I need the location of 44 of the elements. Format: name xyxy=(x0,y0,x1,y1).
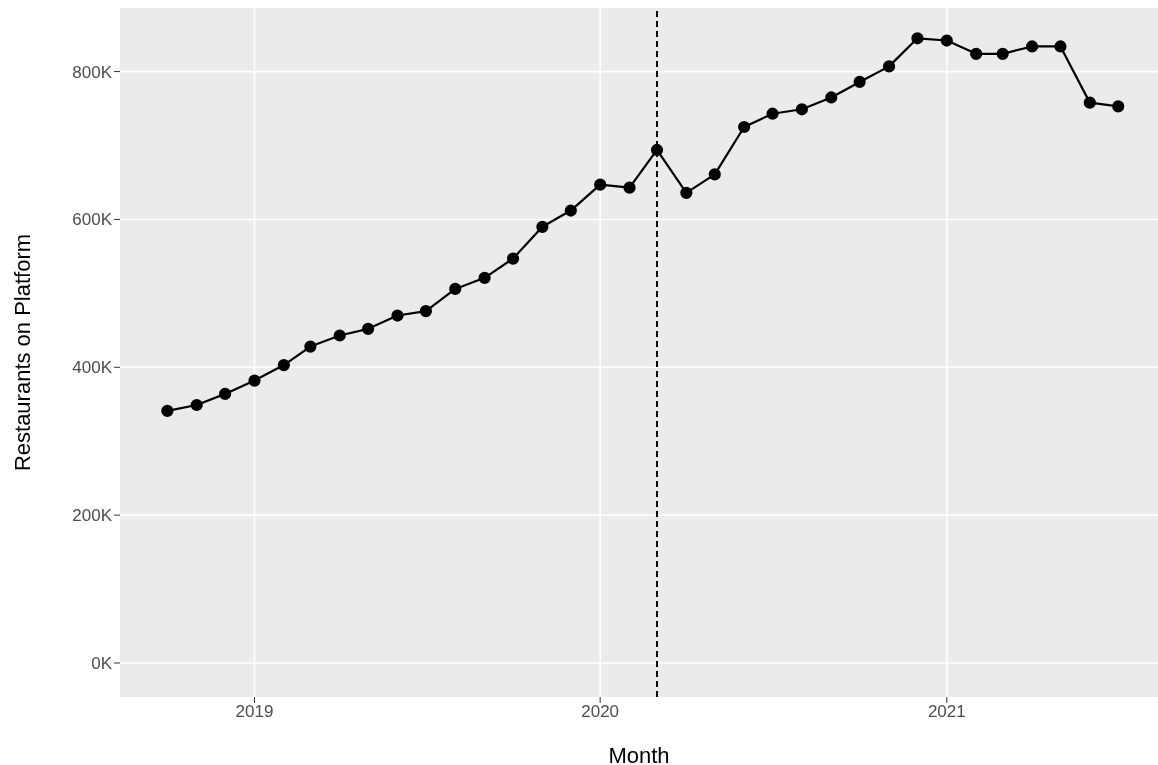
point xyxy=(304,340,317,353)
point xyxy=(219,387,232,400)
x-tick-label: 2021 xyxy=(927,702,966,722)
point xyxy=(825,91,838,104)
point xyxy=(623,181,636,194)
point xyxy=(1083,96,1096,109)
point xyxy=(680,186,693,199)
point xyxy=(853,75,866,89)
point xyxy=(333,329,346,342)
point xyxy=(190,398,203,412)
point xyxy=(911,32,924,45)
y-tick-label: 200K xyxy=(72,506,113,526)
point xyxy=(161,404,174,417)
point xyxy=(564,204,577,217)
point xyxy=(766,107,779,120)
point xyxy=(362,322,375,335)
point xyxy=(882,60,896,73)
point xyxy=(795,103,808,116)
point xyxy=(1054,40,1067,53)
x-tick-label: 2019 xyxy=(235,702,274,722)
point xyxy=(970,47,983,60)
point xyxy=(449,282,462,296)
point xyxy=(391,309,404,322)
point xyxy=(419,305,433,318)
y-tick-label: 0K xyxy=(91,654,113,674)
point xyxy=(1112,100,1125,113)
point xyxy=(478,271,491,284)
y-tick-label: 400K xyxy=(72,358,113,378)
point xyxy=(536,220,549,233)
point xyxy=(506,252,520,265)
y-tick-label: 800K xyxy=(72,62,113,82)
y-axis-title: Restaurants on Platform xyxy=(9,233,35,472)
point xyxy=(277,358,290,372)
x-tick-label: 2020 xyxy=(581,702,620,722)
point xyxy=(996,47,1009,60)
point xyxy=(594,178,607,191)
y-tick-label: 600K xyxy=(72,210,113,230)
point xyxy=(708,168,721,181)
point xyxy=(940,34,953,47)
x-axis-title: Month xyxy=(608,743,670,765)
point xyxy=(1025,40,1039,53)
point xyxy=(248,374,261,387)
point xyxy=(738,120,751,134)
point xyxy=(650,143,664,157)
